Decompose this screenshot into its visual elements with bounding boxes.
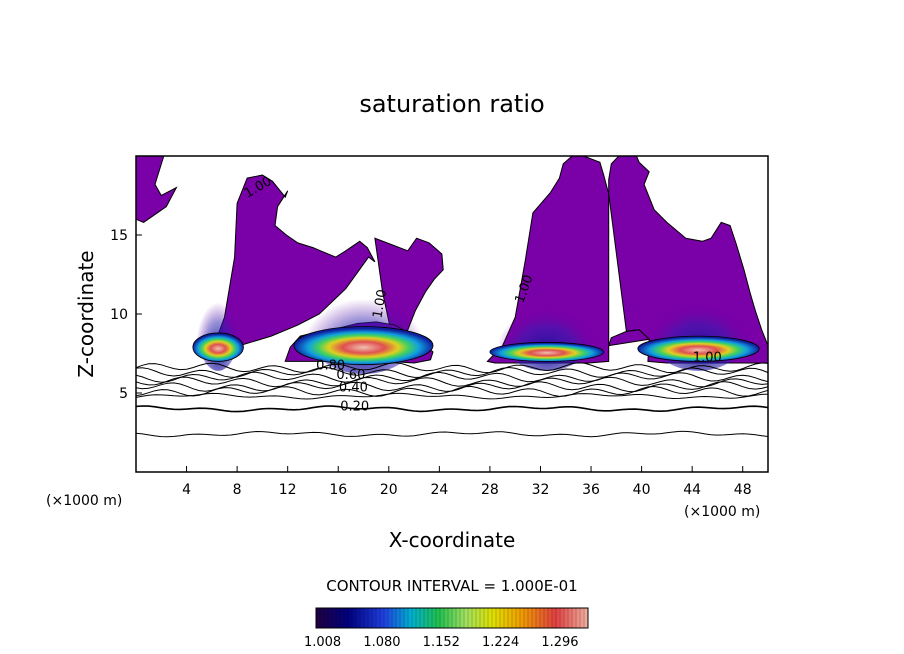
y-tick-label-2: 15 <box>110 228 128 244</box>
y-axis-unit: (×1000 m) <box>46 493 122 509</box>
colorbar-label-3: 1.224 <box>482 635 519 650</box>
plot-area <box>136 156 768 438</box>
x-tick-label-11: 48 <box>734 482 752 498</box>
saturated-region-6 <box>607 329 651 347</box>
contour-label-6: 0.40 <box>339 380 368 395</box>
contour-line-5 <box>136 385 768 397</box>
saturated-region-0 <box>136 156 178 223</box>
colorbar-labels: 1.008 1.080 1.152 1.224 1.296 <box>304 635 579 650</box>
contour-line-8 <box>136 430 768 438</box>
y-tick-label-1: 10 <box>110 307 128 323</box>
y-axis-label: Z-coordinate <box>74 250 98 377</box>
x-axis-ticks: 4 8 12 16 20 24 28 32 36 40 44 48 <box>182 466 752 498</box>
contour-line-7 <box>136 405 768 413</box>
colorbar-frame <box>315 607 589 629</box>
supersaturated-cells <box>192 326 760 365</box>
contour-line-0 <box>136 362 768 374</box>
supersaturated-cell-0 <box>192 332 244 362</box>
contour-lines <box>136 362 768 438</box>
y-axis-ticks: 5 10 15 <box>110 228 142 402</box>
x-tick-label-2: 12 <box>279 482 297 498</box>
x-tick-label-9: 40 <box>633 482 651 498</box>
x-tick-label-5: 24 <box>430 482 448 498</box>
colorbar-label-2: 1.152 <box>423 635 460 650</box>
contour-line-6 <box>136 392 768 400</box>
x-axis-unit: (×1000 m) <box>684 504 760 520</box>
contour-label-1: 1.00 <box>370 288 390 319</box>
contour-label-7: 0.20 <box>340 399 369 414</box>
contour-label-5: 0.60 <box>336 368 365 383</box>
supersaturated-cell-1 <box>293 326 434 365</box>
contour-line-3 <box>136 376 768 388</box>
x-tick-label-1: 8 <box>233 482 242 498</box>
contour-line-2 <box>136 371 768 383</box>
x-axis-label: X-coordinate <box>389 528 516 552</box>
contour-label-4: 0.80 <box>316 358 345 373</box>
x-tick-label-4: 20 <box>380 482 398 498</box>
supersaturated-cell-2 <box>489 342 605 362</box>
x-tick-label-6: 28 <box>481 482 499 498</box>
colorbar-segments <box>319 608 585 628</box>
supersaturated-cell-3 <box>637 335 760 362</box>
x-tick-label-7: 32 <box>532 482 550 498</box>
colorbar-label-0: 1.008 <box>304 635 341 650</box>
contour-interval-label: CONTOUR INTERVAL = 1.000E-01 <box>326 577 577 595</box>
x-tick-label-10: 44 <box>683 482 701 498</box>
contour-label-3: 1.00 <box>693 350 722 365</box>
colorbar-label-1: 1.080 <box>363 635 400 650</box>
x-tick-label-3: 16 <box>329 482 347 498</box>
x-tick-label-8: 36 <box>582 482 600 498</box>
x-tick-label-0: 4 <box>182 482 191 498</box>
y-tick-label-0: 5 <box>119 386 128 402</box>
colorbar-label-4: 1.296 <box>541 635 578 650</box>
contour-line-4 <box>136 381 768 393</box>
chart-title: saturation ratio <box>359 90 544 118</box>
contour-line-1 <box>136 366 768 378</box>
